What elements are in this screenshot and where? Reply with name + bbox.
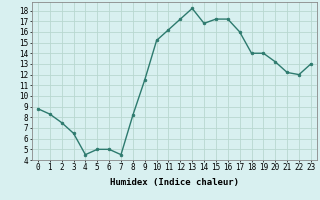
X-axis label: Humidex (Indice chaleur): Humidex (Indice chaleur) xyxy=(110,178,239,187)
